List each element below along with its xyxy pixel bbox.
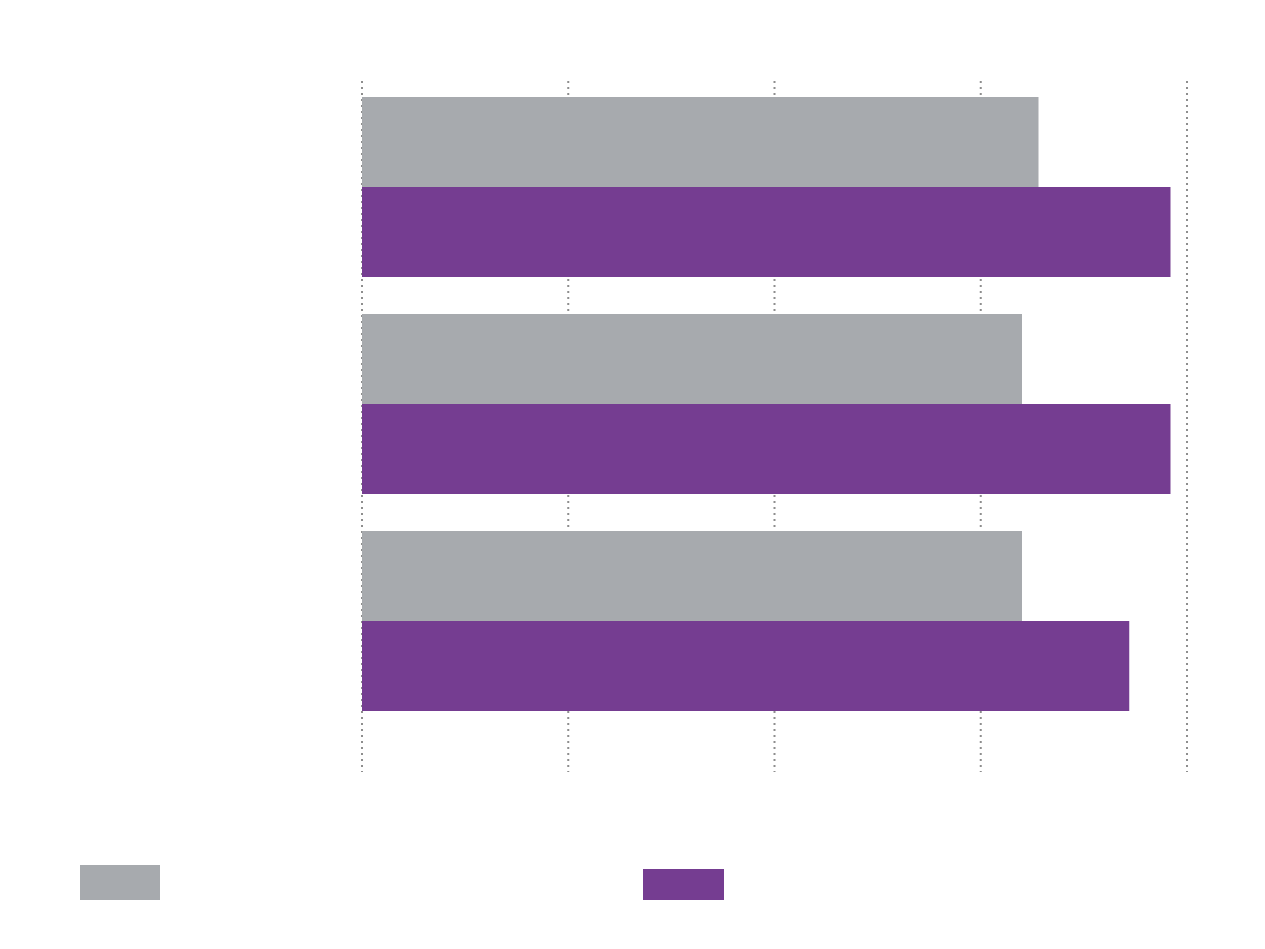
- value-label-0-1: 98: [1187, 219, 1214, 246]
- x-tick-label-1: 25: [555, 785, 582, 812]
- bar-2-0: [362, 531, 1022, 621]
- label-layer: 0 25 50 75 100 82 98 80 98 80 93: [355, 129, 1213, 812]
- bar-2-1: [362, 621, 1130, 711]
- value-label-2-1: 93: [1145, 653, 1172, 680]
- legend: [80, 865, 724, 900]
- legend-swatch-1: [643, 869, 724, 900]
- value-label-0-0: 82: [1055, 129, 1082, 156]
- bar-0-0: [362, 97, 1039, 187]
- x-tick-label-0: 0: [355, 785, 368, 812]
- bar-0-1: [362, 187, 1171, 277]
- legend-swatch-0: [80, 865, 160, 900]
- bar-layer: [362, 97, 1171, 711]
- bar-1-1: [362, 404, 1171, 494]
- x-tick-label-2: 50: [761, 785, 788, 812]
- bar-1-0: [362, 314, 1022, 404]
- value-label-2-0: 80: [1038, 563, 1065, 590]
- value-label-1-0: 80: [1038, 346, 1065, 373]
- x-tick-label-4: 100: [1167, 785, 1207, 812]
- x-tick-label-3: 75: [967, 785, 994, 812]
- value-label-1-1: 98: [1187, 436, 1214, 463]
